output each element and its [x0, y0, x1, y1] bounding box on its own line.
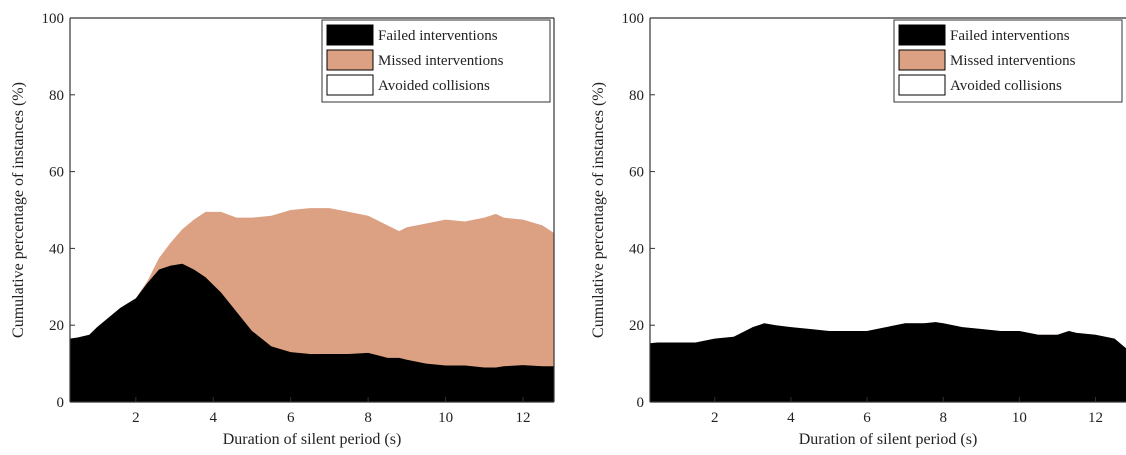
y-tick-label: 20 — [49, 318, 64, 334]
y-tick-label: 100 — [622, 11, 645, 27]
x-tick-label: 10 — [438, 410, 453, 426]
x-tick-label: 4 — [787, 410, 795, 426]
x-axis-label: Duration of silent period (s) — [799, 431, 978, 448]
legend-swatch-failed — [326, 24, 374, 46]
chart-panel-2: 0 20 40 60 80 100 2 4 6 8 10 12 Duration of silent p… — [590, 11, 1126, 448]
x-axis-label: Duration of silent period (s) — [223, 431, 402, 448]
x-tick-label: 12 — [1088, 410, 1103, 426]
y-tick-label: 40 — [629, 241, 644, 257]
y-tick-label: 20 — [629, 318, 644, 334]
chart-panel-1: 0 20 40 60 80 100 2 4 6 8 10 12 Duration of silent p… — [10, 11, 555, 448]
legend-label: Avoided collisions — [378, 78, 490, 94]
y-tick-label: 60 — [629, 165, 644, 181]
area-failed-interventions — [650, 322, 1126, 402]
legend: Failed interventions Missed interventions… — [321, 19, 551, 103]
y-tick-label: 100 — [42, 11, 65, 27]
legend-swatch-missed — [898, 49, 946, 71]
legend: Failed interventions Missed interventions… — [893, 19, 1123, 103]
x-tick-label: 6 — [287, 410, 295, 426]
legend-label: Failed interventions — [950, 28, 1070, 44]
x-tick-label: 8 — [364, 410, 372, 426]
legend-label: Missed interventions — [378, 53, 504, 69]
x-tick-label: 8 — [939, 410, 947, 426]
x-tick-label: 10 — [1012, 410, 1027, 426]
area-failed-interventions — [70, 263, 554, 402]
y-tick-label: 0 — [637, 395, 645, 411]
x-tick-label: 6 — [863, 410, 871, 426]
x-tick-label: 2 — [132, 410, 140, 426]
y-axis-label: Cumulative percentage of instances (%) — [590, 82, 607, 338]
legend-swatch-avoided — [326, 74, 374, 96]
legend-swatch-avoided — [898, 74, 946, 96]
y-axis-label: Cumulative percentage of instances (%) — [10, 82, 27, 338]
y-tick-label: 0 — [57, 395, 65, 411]
area-avoided-collisions — [650, 18, 1126, 402]
legend-label: Avoided collisions — [950, 78, 1062, 94]
y-tick-label: 80 — [629, 88, 644, 104]
y-tick-label: 40 — [49, 241, 64, 257]
legend-swatch-missed — [326, 49, 374, 71]
x-tick-label: 12 — [516, 410, 531, 426]
x-tick-label: 4 — [210, 410, 218, 426]
legend-label: Missed interventions — [950, 53, 1076, 69]
x-tick-label: 2 — [711, 410, 719, 426]
y-tick-label: 60 — [49, 165, 64, 181]
legend-label: Failed interventions — [378, 28, 498, 44]
y-tick-label: 80 — [49, 88, 64, 104]
legend-swatch-failed — [898, 24, 946, 46]
